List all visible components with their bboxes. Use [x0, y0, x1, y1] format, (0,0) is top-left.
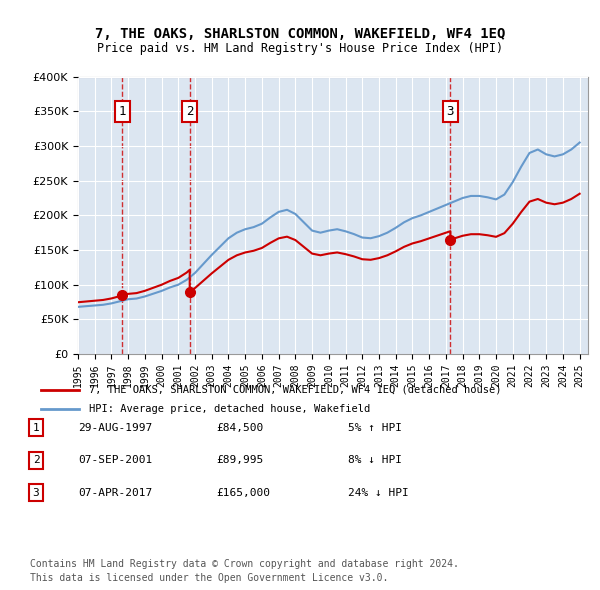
Text: HPI: Average price, detached house, Wakefield: HPI: Average price, detached house, Wake…	[89, 405, 371, 414]
Text: 1: 1	[32, 423, 40, 432]
Text: 7, THE OAKS, SHARLSTON COMMON, WAKEFIELD, WF4 1EQ (detached house): 7, THE OAKS, SHARLSTON COMMON, WAKEFIELD…	[89, 385, 502, 395]
Text: £165,000: £165,000	[216, 488, 270, 497]
Text: 3: 3	[32, 488, 40, 497]
Text: £84,500: £84,500	[216, 423, 263, 432]
Text: Price paid vs. HM Land Registry's House Price Index (HPI): Price paid vs. HM Land Registry's House …	[97, 42, 503, 55]
Text: 1: 1	[119, 105, 126, 118]
Text: 7, THE OAKS, SHARLSTON COMMON, WAKEFIELD, WF4 1EQ: 7, THE OAKS, SHARLSTON COMMON, WAKEFIELD…	[95, 27, 505, 41]
Text: 2: 2	[186, 105, 193, 118]
Text: 07-APR-2017: 07-APR-2017	[78, 488, 152, 497]
Text: This data is licensed under the Open Government Licence v3.0.: This data is licensed under the Open Gov…	[30, 573, 388, 583]
Text: 2: 2	[32, 455, 40, 465]
Text: 8% ↓ HPI: 8% ↓ HPI	[348, 455, 402, 465]
Text: 24% ↓ HPI: 24% ↓ HPI	[348, 488, 409, 497]
Text: 3: 3	[446, 105, 454, 118]
Text: Contains HM Land Registry data © Crown copyright and database right 2024.: Contains HM Land Registry data © Crown c…	[30, 559, 459, 569]
Text: 5% ↑ HPI: 5% ↑ HPI	[348, 423, 402, 432]
Text: 07-SEP-2001: 07-SEP-2001	[78, 455, 152, 465]
Text: £89,995: £89,995	[216, 455, 263, 465]
Text: 29-AUG-1997: 29-AUG-1997	[78, 423, 152, 432]
